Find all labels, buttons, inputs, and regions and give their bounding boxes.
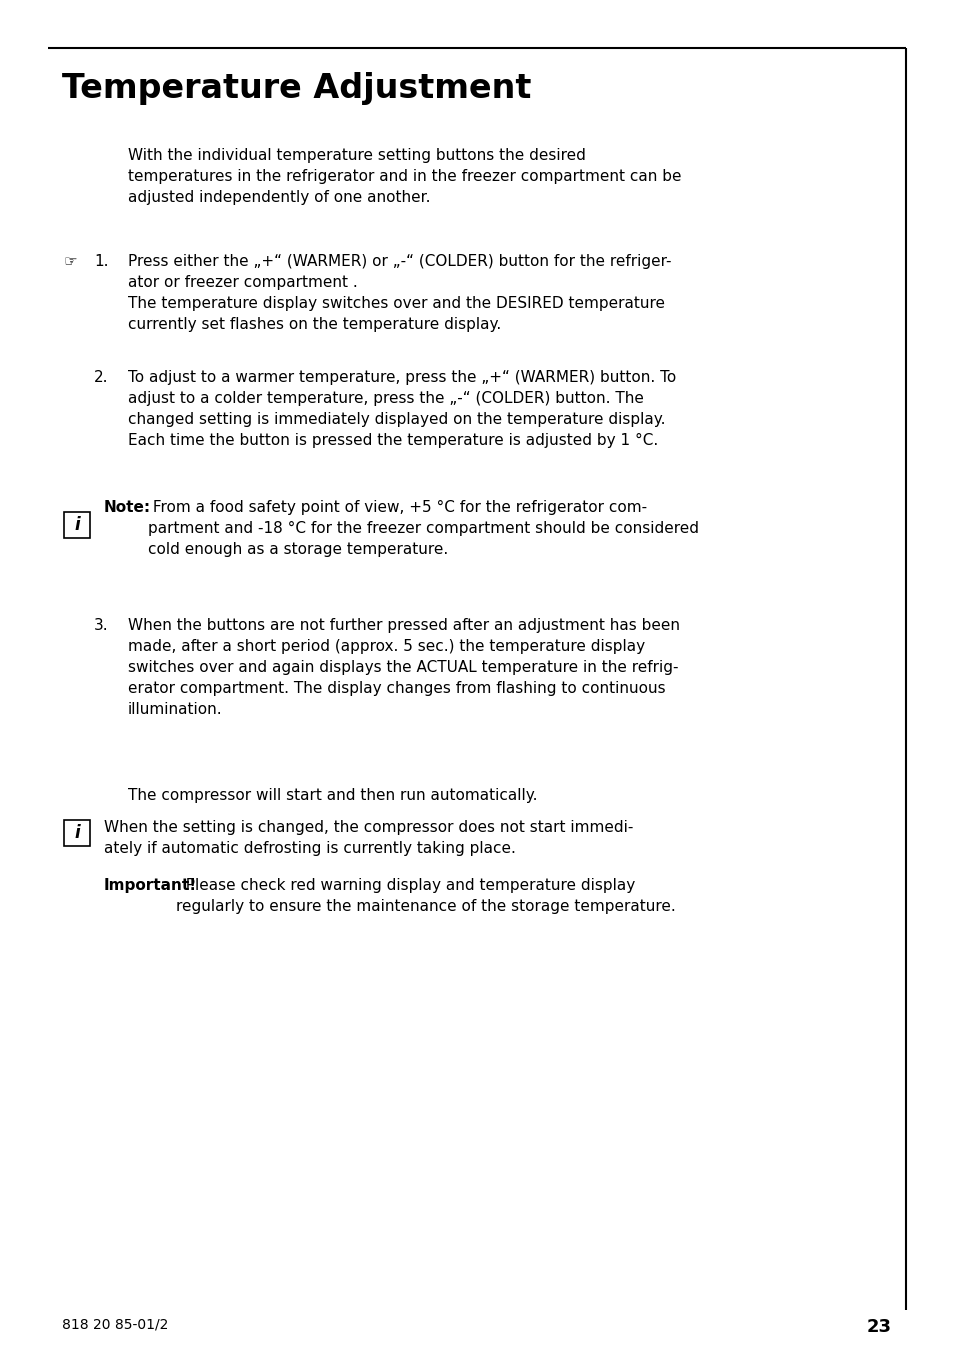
- Text: Press either the „+“ (WARMER) or „-“ (COLDER) button for the refriger-
ator or f: Press either the „+“ (WARMER) or „-“ (CO…: [128, 254, 671, 333]
- Text: 818 20 85-01/2: 818 20 85-01/2: [62, 1318, 168, 1332]
- Text: With the individual temperature setting buttons the desired
temperatures in the : With the individual temperature setting …: [128, 147, 680, 206]
- Text: The compressor will start and then run automatically.: The compressor will start and then run a…: [128, 788, 537, 803]
- Text: i: i: [74, 823, 80, 842]
- Text: 1.: 1.: [94, 254, 109, 269]
- Text: i: i: [74, 516, 80, 534]
- Text: Note:: Note:: [104, 500, 151, 515]
- FancyBboxPatch shape: [64, 512, 90, 538]
- Text: Temperature Adjustment: Temperature Adjustment: [62, 72, 531, 105]
- Text: When the buttons are not further pressed after an adjustment has been
made, afte: When the buttons are not further pressed…: [128, 618, 679, 717]
- Text: To adjust to a warmer temperature, press the „+“ (WARMER) button. To
adjust to a: To adjust to a warmer temperature, press…: [128, 370, 676, 448]
- Text: When the setting is changed, the compressor does not start immedi-
ately if auto: When the setting is changed, the compres…: [104, 821, 633, 856]
- Text: Please check red warning display and temperature display
regularly to ensure the: Please check red warning display and tem…: [175, 877, 675, 914]
- Text: Important!: Important!: [104, 877, 197, 894]
- Text: ☞: ☞: [64, 254, 77, 269]
- Text: 3.: 3.: [94, 618, 109, 633]
- Text: 23: 23: [866, 1318, 891, 1336]
- Text: From a food safety point of view, +5 °C for the refrigerator com-
partment and -: From a food safety point of view, +5 °C …: [148, 500, 699, 557]
- FancyBboxPatch shape: [64, 821, 90, 846]
- Text: 2.: 2.: [94, 370, 109, 385]
